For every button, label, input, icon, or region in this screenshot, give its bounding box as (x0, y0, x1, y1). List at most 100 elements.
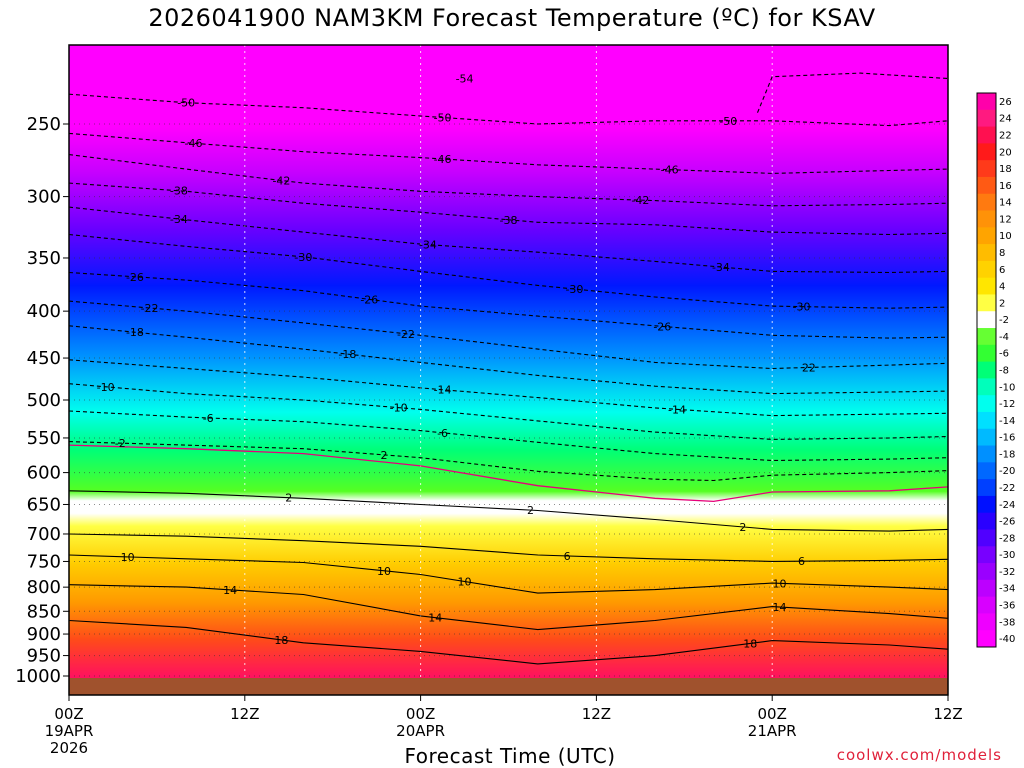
colorbar-label: -26 (999, 517, 1015, 528)
x-tick-date: 20APR (396, 722, 445, 740)
colorbar-label: 18 (999, 164, 1012, 175)
chart-title: 2026041900 NAM3KM Forecast Temperature (… (148, 4, 876, 32)
y-tick-label: 650 (27, 494, 61, 515)
isotherm-label: -34 (419, 239, 437, 252)
isotherm-label: 18 (743, 637, 757, 650)
isotherm-label: -26 (653, 320, 671, 333)
colorbar-label: 24 (999, 114, 1012, 125)
colorbar-swatch (977, 176, 996, 195)
isotherm-label: -42 (272, 175, 290, 188)
isotherm-label: 10 (377, 565, 391, 578)
colorbar-swatch (977, 411, 996, 430)
colorbar-label: -14 (999, 416, 1015, 427)
isotherm--54 (756, 72, 949, 113)
y-tick-label: 350 (27, 248, 61, 269)
isotherm-label: -38 (170, 185, 188, 198)
colorbar-label: -40 (999, 634, 1015, 645)
isotherm-label: -46 (434, 153, 452, 166)
colorbar-label: -22 (999, 483, 1015, 494)
colorbar-swatch (977, 378, 996, 396)
x-tick-date: 19APR (45, 722, 94, 740)
y-tick-label: 250 (27, 114, 61, 135)
isotherm--30 (68, 233, 949, 309)
x-tick-label: 00Z (406, 705, 435, 723)
colorbar-frame (976, 92, 997, 648)
isotherm-label: 14 (223, 584, 237, 597)
colorbar-swatch (977, 227, 996, 245)
colorbar-swatch (977, 244, 996, 262)
isotherm-label: 6 (798, 555, 805, 568)
colorbar-label: -12 (999, 399, 1015, 410)
isotherm-label: -14 (668, 403, 686, 416)
isotherm-label: -34 (170, 213, 188, 226)
colorbar-label: -24 (999, 500, 1015, 511)
isotherm-18 (68, 619, 949, 665)
freezing-line (68, 444, 949, 503)
colorbar-label: 22 (999, 130, 1012, 141)
isotherm-label: -6 (203, 412, 214, 425)
isotherm-label: 2 (380, 449, 387, 462)
y-tick-label: 900 (27, 624, 61, 645)
isotherm-label: -10 (97, 381, 115, 394)
isotherm--18 (68, 325, 949, 395)
x-axis-label: Forecast Time (UTC) (404, 744, 616, 768)
colorbar-swatch (977, 294, 996, 312)
colorbar-swatch (977, 563, 996, 581)
colorbar-swatch (977, 160, 996, 178)
colorbar-label: -18 (999, 449, 1015, 460)
colorbar-swatch (977, 630, 996, 648)
x-tick-label: 00Z (758, 705, 787, 723)
colorbar-swatch (977, 311, 996, 329)
y-tick-label: 800 (27, 577, 61, 598)
colorbar-swatch (977, 613, 996, 631)
isotherm-label: -10 (390, 402, 408, 415)
y-tick-label: 400 (27, 301, 61, 322)
temperature-field (69, 45, 948, 678)
isotherm--22 (68, 300, 949, 370)
isotherm--26 (68, 271, 949, 339)
isotherm-label: -26 (360, 293, 378, 306)
isotherm-label: -18 (126, 326, 144, 339)
isotherm-label: -50 (434, 111, 452, 124)
colorbar-label: -16 (999, 433, 1015, 444)
colorbar-label: 10 (999, 231, 1012, 242)
isotherm--34 (68, 206, 949, 274)
plot-frame (68, 44, 949, 696)
colorbar-swatch (977, 495, 996, 514)
isotherm-label: 10 (458, 576, 472, 589)
colorbar-swatch (977, 579, 996, 598)
colorbar-swatch (977, 479, 996, 497)
x-tick-label: 12Z (230, 705, 259, 723)
isotherm-label: 6 (564, 550, 571, 563)
isotherm-label: -30 (294, 251, 312, 264)
isotherm-label: -34 (712, 261, 730, 274)
y-tick-label: 500 (27, 390, 61, 411)
y-tick-label: 450 (27, 348, 61, 369)
colorbar-swatch (977, 143, 996, 161)
isotherm-label: -46 (661, 164, 679, 177)
y-tick-label: 950 (27, 646, 61, 667)
y-tick-label: 850 (27, 601, 61, 622)
colorbar-swatch (977, 445, 996, 463)
colorbar-label: -4 (999, 332, 1009, 343)
x-tick-label: 00Z (54, 705, 83, 723)
isotherm-label: -42 (631, 194, 649, 207)
isotherm--50 (68, 93, 949, 127)
credit-link[interactable]: coolwx.com/models (836, 746, 1002, 764)
colorbar-label: -20 (999, 466, 1015, 477)
colorbar-label: 20 (999, 147, 1012, 158)
isotherm--10 (68, 383, 949, 440)
isotherm-14 (68, 584, 949, 631)
isotherm-2 (68, 490, 949, 532)
x-tick-label: 12Z (933, 705, 962, 723)
isotherm-label: 14 (428, 612, 442, 625)
isotherm-10 (68, 554, 949, 594)
colorbar-label: 14 (999, 198, 1012, 209)
isotherm-label: -22 (397, 328, 415, 341)
y-tick-label: 300 (27, 187, 61, 208)
colorbar-swatch (977, 109, 996, 128)
isotherm-label: 2 (527, 504, 534, 517)
isotherm-label: -30 (793, 301, 811, 314)
colorbar-swatch (977, 328, 996, 346)
